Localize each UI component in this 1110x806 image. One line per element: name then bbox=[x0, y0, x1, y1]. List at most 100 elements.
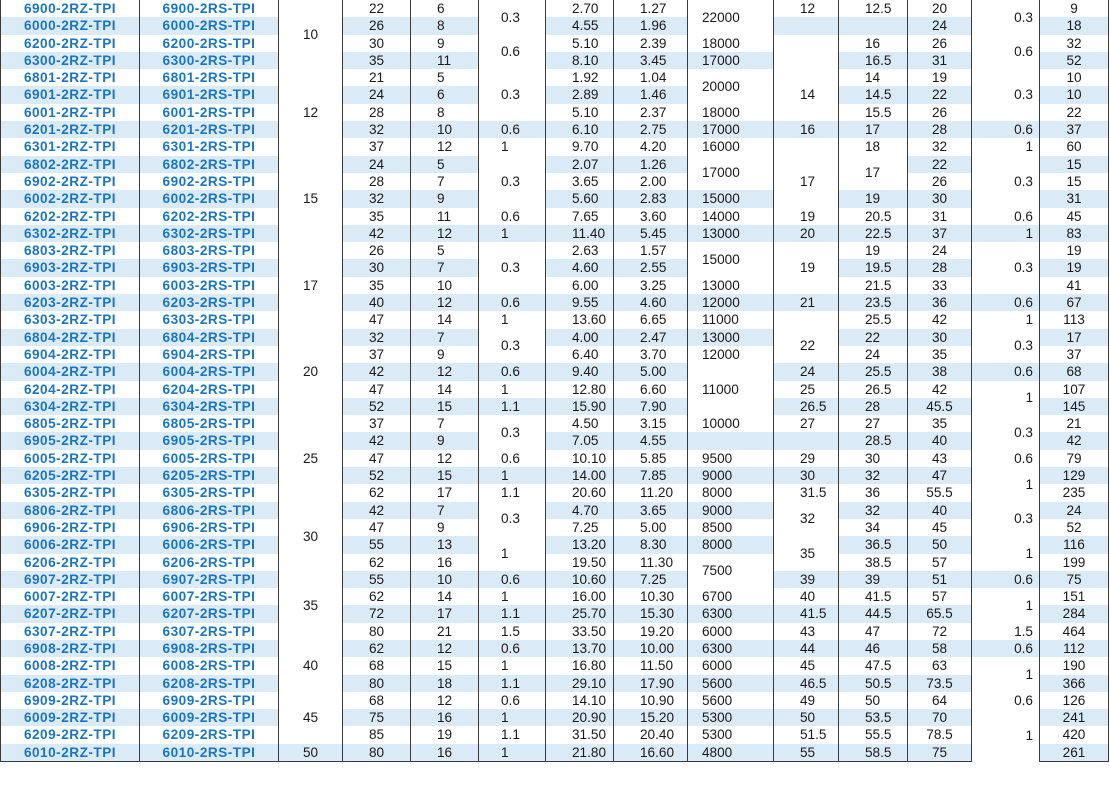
value-cell: 15 bbox=[410, 397, 479, 416]
model-cell: 6909-2RS-TPI bbox=[139, 691, 279, 710]
value-cell: 24 bbox=[342, 86, 411, 104]
value-cell: 21 bbox=[1039, 415, 1109, 433]
value-cell: 55 bbox=[342, 570, 411, 589]
value-cell: 10 bbox=[1039, 69, 1109, 87]
value-cell: 4.00 bbox=[545, 328, 614, 346]
value-cell: 83 bbox=[1039, 224, 1109, 243]
value-cell: 126 bbox=[1039, 691, 1109, 710]
value-cell: 45 bbox=[907, 518, 972, 537]
value-cell: 55 bbox=[342, 536, 411, 554]
value-cell: 5300 bbox=[687, 726, 774, 744]
value-cell: 0.6 bbox=[478, 570, 546, 589]
value-cell: 1.1 bbox=[478, 674, 546, 692]
value-cell: 36 bbox=[907, 294, 972, 312]
model-cell: 6004-2RS-TPI bbox=[139, 363, 279, 381]
value-cell: 11.20 bbox=[613, 484, 688, 502]
table-row: 6207-2RZ-TPI 6207-2RS-TPI 72 17 1.1 25.70 15.3… bbox=[0, 605, 1109, 623]
value-cell: 4.70 bbox=[545, 501, 614, 519]
value-cell: 52 bbox=[1039, 518, 1109, 537]
value-cell: 19 bbox=[773, 242, 839, 295]
value-cell: 2.70 bbox=[545, 0, 614, 18]
value-cell: 9500 bbox=[687, 449, 774, 468]
model-cell: 6803-2RZ-TPI bbox=[0, 242, 140, 260]
table-row: 6904-2RZ-TPI 6904-2RS-TPI 37 9 6.40 3.70 12000… bbox=[0, 345, 1109, 364]
model-cell: 6204-2RZ-TPI bbox=[0, 380, 140, 398]
value-cell: 0.6 bbox=[478, 449, 546, 468]
table-row: 6009-2RZ-TPI 6009-2RS-TPI 75 16 1 20.90 15.20 5… bbox=[0, 709, 1109, 762]
value-cell: 25 bbox=[278, 415, 343, 502]
value-cell: 22 bbox=[1039, 103, 1109, 122]
value-cell: 3.70 bbox=[613, 345, 688, 364]
value-cell: 20.5 bbox=[838, 207, 908, 225]
value-cell: 2.07 bbox=[545, 155, 614, 173]
value-cell: 75 bbox=[342, 709, 411, 727]
value-cell: 1.1 bbox=[478, 726, 546, 744]
table-row: 6204-2RZ-TPI 6204-2RS-TPI 47 14 1 12.80 6.60 25… bbox=[0, 380, 1109, 416]
value-cell: 5.60 bbox=[545, 190, 614, 208]
table-row: 6909-2RZ-TPI 6909-2RS-TPI 45 68 12 0.6 14.10 10… bbox=[0, 691, 1109, 744]
model-cell: 6804-2RZ-TPI bbox=[0, 328, 140, 346]
value-cell: 32 bbox=[907, 138, 972, 156]
model-cell: 6305-2RZ-TPI bbox=[0, 484, 140, 502]
model-cell: 6010-2RZ-TPI bbox=[0, 743, 140, 763]
value-cell: 22 bbox=[773, 328, 839, 364]
table-row: 6003-2RZ-TPI 6003-2RS-TPI 35 10 6.00 3.25 1300… bbox=[0, 276, 1109, 295]
value-cell: 19 bbox=[907, 69, 972, 87]
model-cell: 6003-2RZ-TPI bbox=[0, 276, 140, 295]
value-cell: 25 bbox=[773, 380, 839, 398]
value-cell: 37 bbox=[342, 345, 411, 364]
model-cell: 6801-2RS-TPI bbox=[139, 69, 279, 87]
value-cell: 18 bbox=[838, 138, 908, 156]
value-cell: 1 bbox=[478, 311, 546, 329]
value-cell: 35 bbox=[278, 570, 343, 640]
table-row: 6000-2RZ-TPI 6000-2RS-TPI 26 8 4.55 1.96 24 18 bbox=[0, 17, 1109, 35]
value-cell: 19.20 bbox=[613, 622, 688, 640]
value-cell: 50 bbox=[278, 743, 343, 763]
table-row: 6301-2RZ-TPI 6301-2RS-TPI 37 12 1 9.70 4.20 160… bbox=[0, 138, 1109, 156]
value-cell: 5600 bbox=[687, 674, 774, 692]
value-cell: 10.90 bbox=[613, 691, 688, 710]
model-cell: 6301-2RS-TPI bbox=[139, 138, 279, 156]
table-row: 6908-2RZ-TPI 6908-2RS-TPI 40 62 12 0.6 13.70 10… bbox=[0, 639, 1109, 692]
value-cell: 0.6 bbox=[971, 639, 1040, 658]
value-cell: 2.39 bbox=[613, 34, 688, 52]
value-cell: 62 bbox=[342, 639, 411, 658]
value-cell: 40 bbox=[907, 501, 972, 519]
value-cell: 35 bbox=[773, 536, 839, 571]
value-cell: 15 bbox=[1039, 172, 1109, 191]
value-cell: 24 bbox=[907, 242, 972, 260]
value-cell: 30 bbox=[907, 328, 972, 346]
value-cell: 0.3 bbox=[478, 501, 546, 537]
value-cell: 284 bbox=[1039, 605, 1109, 623]
value-cell: 21 bbox=[342, 69, 411, 87]
value-cell: 5.00 bbox=[613, 518, 688, 537]
model-cell: 6202-2RS-TPI bbox=[139, 207, 279, 225]
value-cell: 17 bbox=[410, 484, 479, 502]
value-cell: 36 bbox=[838, 484, 908, 502]
value-cell: 18 bbox=[410, 674, 479, 692]
value-cell: 25.70 bbox=[545, 605, 614, 623]
value-cell: 39 bbox=[773, 570, 839, 589]
value-cell: 42 bbox=[342, 363, 411, 381]
value-cell: 10 bbox=[410, 570, 479, 589]
value-cell: 12000 bbox=[687, 345, 774, 364]
value-cell: 57 bbox=[907, 588, 972, 606]
value-cell: 7.25 bbox=[613, 570, 688, 589]
value-cell: 39 bbox=[838, 570, 908, 589]
model-cell: 6005-2RS-TPI bbox=[139, 449, 279, 468]
value-cell: 464 bbox=[1039, 622, 1109, 640]
value-cell: 13.70 bbox=[545, 639, 614, 658]
value-cell: 20 bbox=[278, 328, 343, 416]
value-cell: 0.3 bbox=[971, 501, 1040, 537]
table-row: 6307-2RZ-TPI 6307-2RS-TPI 80 21 1.5 33.50 19.2… bbox=[0, 622, 1109, 640]
value-cell: 24 bbox=[1039, 501, 1109, 519]
model-cell: 6806-2RZ-TPI bbox=[0, 501, 140, 519]
value-cell: 75 bbox=[907, 743, 972, 763]
value-cell: 43 bbox=[907, 449, 972, 468]
model-cell: 6801-2RZ-TPI bbox=[0, 69, 140, 87]
model-cell: 6202-2RZ-TPI bbox=[0, 207, 140, 225]
value-cell: 12 bbox=[410, 449, 479, 468]
value-cell: 2.37 bbox=[613, 103, 688, 122]
table-row: 6202-2RZ-TPI 6202-2RS-TPI 35 11 0.6 7.65 3.60 1… bbox=[0, 207, 1109, 225]
value-cell: 17 bbox=[773, 155, 839, 208]
